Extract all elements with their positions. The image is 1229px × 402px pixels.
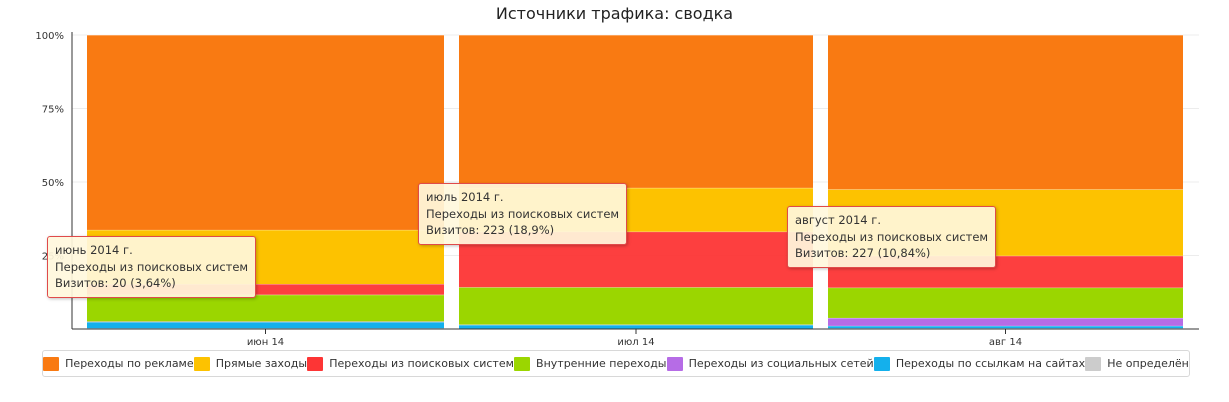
tooltip-july: июль 2014 г. Переходы из поисковых систе… <box>418 183 628 245</box>
legend-item-direct[interactable]: Прямые заходы <box>193 356 308 371</box>
legend-swatch <box>307 356 324 371</box>
legend-label: Внутренние переходы <box>536 357 667 370</box>
legend-swatch <box>873 356 890 371</box>
bar-segment <box>87 284 444 295</box>
bar-segment <box>459 287 813 325</box>
legend-item-search[interactable]: Переходы из поисковых систем <box>307 356 514 371</box>
legend-swatch <box>514 356 531 371</box>
legend-label: Переходы из социальных сетей <box>688 357 874 370</box>
legend-item-social[interactable]: Переходы из социальных сетей <box>666 356 874 371</box>
legend-swatch <box>43 356 60 371</box>
chart-title: Источники трафика: сводка <box>495 4 734 23</box>
x-tick-label: авг 14 <box>989 337 1022 345</box>
y-tick-label: 75% <box>42 105 64 116</box>
chart-legend: Переходы по рекламе Прямые заходы Перехо… <box>42 350 1190 377</box>
tooltip-july-series: Переходы из поисковых систем <box>426 206 620 221</box>
bar-segment <box>459 324 813 329</box>
legend-item-undefined[interactable]: Не определён <box>1085 356 1189 371</box>
y-tick-label: 50% <box>42 178 64 189</box>
tooltip-august-visits: Визитов: 227 (10,84%) <box>795 246 931 260</box>
bar-segment <box>87 35 444 230</box>
tooltip-august: август 2014 г. Переходы из поисковых сис… <box>787 206 997 268</box>
bar-segment <box>459 35 813 188</box>
legend-label: Переходы по рекламе <box>65 357 194 370</box>
bar-segment <box>828 35 1183 190</box>
tooltip-july-period: июль 2014 г. <box>426 190 504 204</box>
legend-item-ads[interactable]: Переходы по рекламе <box>43 356 194 371</box>
legend-label: Переходы из поисковых систем <box>329 357 514 370</box>
tooltip-july-visits: Визитов: 223 (18,9%) <box>426 223 555 237</box>
legend-label: Прямые заходы <box>215 357 308 370</box>
legend-label: Переходы по ссылкам на сайтах <box>895 357 1086 370</box>
tooltip-august-period: август 2014 г. <box>795 213 881 227</box>
x-tick-label: июл 14 <box>617 337 654 345</box>
tooltip-june-series: Переходы из поисковых систем <box>55 259 249 274</box>
bar-segment <box>828 287 1183 318</box>
bar-segment <box>87 294 444 322</box>
x-tick-label: июн 14 <box>247 337 284 345</box>
legend-swatch <box>666 356 683 371</box>
legend-swatch <box>193 356 210 371</box>
tooltip-august-series: Переходы из поисковых систем <box>795 229 989 244</box>
bar-segment <box>828 325 1183 329</box>
bar-segment <box>87 322 444 329</box>
legend-item-internal[interactable]: Внутренние переходы <box>514 356 667 371</box>
tooltip-june-period: июнь 2014 г. <box>55 243 133 257</box>
legend-swatch <box>1085 356 1102 371</box>
legend-label: Не определён <box>1107 357 1189 370</box>
legend-item-links[interactable]: Переходы по ссылкам на сайтах <box>873 356 1086 371</box>
y-tick-label: 100% <box>35 31 64 42</box>
tooltip-june: июнь 2014 г. Переходы из поисковых систе… <box>47 236 257 298</box>
tooltip-june-visits: Визитов: 20 (3,64%) <box>55 276 176 290</box>
bar-segment <box>828 317 1183 326</box>
